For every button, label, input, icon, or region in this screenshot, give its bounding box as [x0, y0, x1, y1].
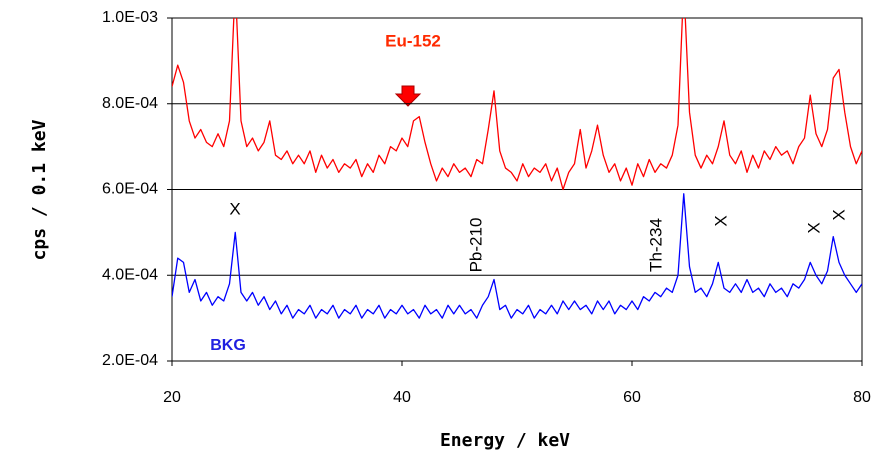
series-label: Eu-152: [385, 31, 441, 50]
y-axis-title: cps / 0.1 keV: [29, 119, 50, 260]
annotation: X: [229, 199, 240, 218]
annotation: X: [804, 222, 823, 233]
annotation: Th-234: [646, 218, 665, 272]
x-tick-label: 20: [163, 389, 181, 406]
x-tick-label: 40: [393, 389, 411, 406]
x-tick-label: 80: [853, 389, 871, 406]
y-tick-label: 6.0E-04: [102, 181, 158, 198]
y-tick-label: 2.0E-04: [102, 352, 158, 369]
annotation: X: [711, 215, 730, 226]
series-line: [172, 193, 862, 319]
y-tick-label: 4.0E-04: [102, 266, 158, 283]
x-axis-title: Energy / keV: [440, 430, 570, 451]
annotation: Pb-210: [466, 218, 485, 273]
y-tick-label: 8.0E-04: [102, 95, 158, 112]
annotation: X: [829, 209, 848, 220]
plot-area: [172, 18, 862, 319]
x-tick-label: 60: [623, 389, 641, 406]
plot-frame: [171, 17, 863, 362]
arrow: [394, 85, 422, 107]
series-label: BKG: [210, 337, 246, 354]
y-tick-label: 1.0E-03: [102, 9, 158, 26]
series-line: [172, 18, 862, 191]
